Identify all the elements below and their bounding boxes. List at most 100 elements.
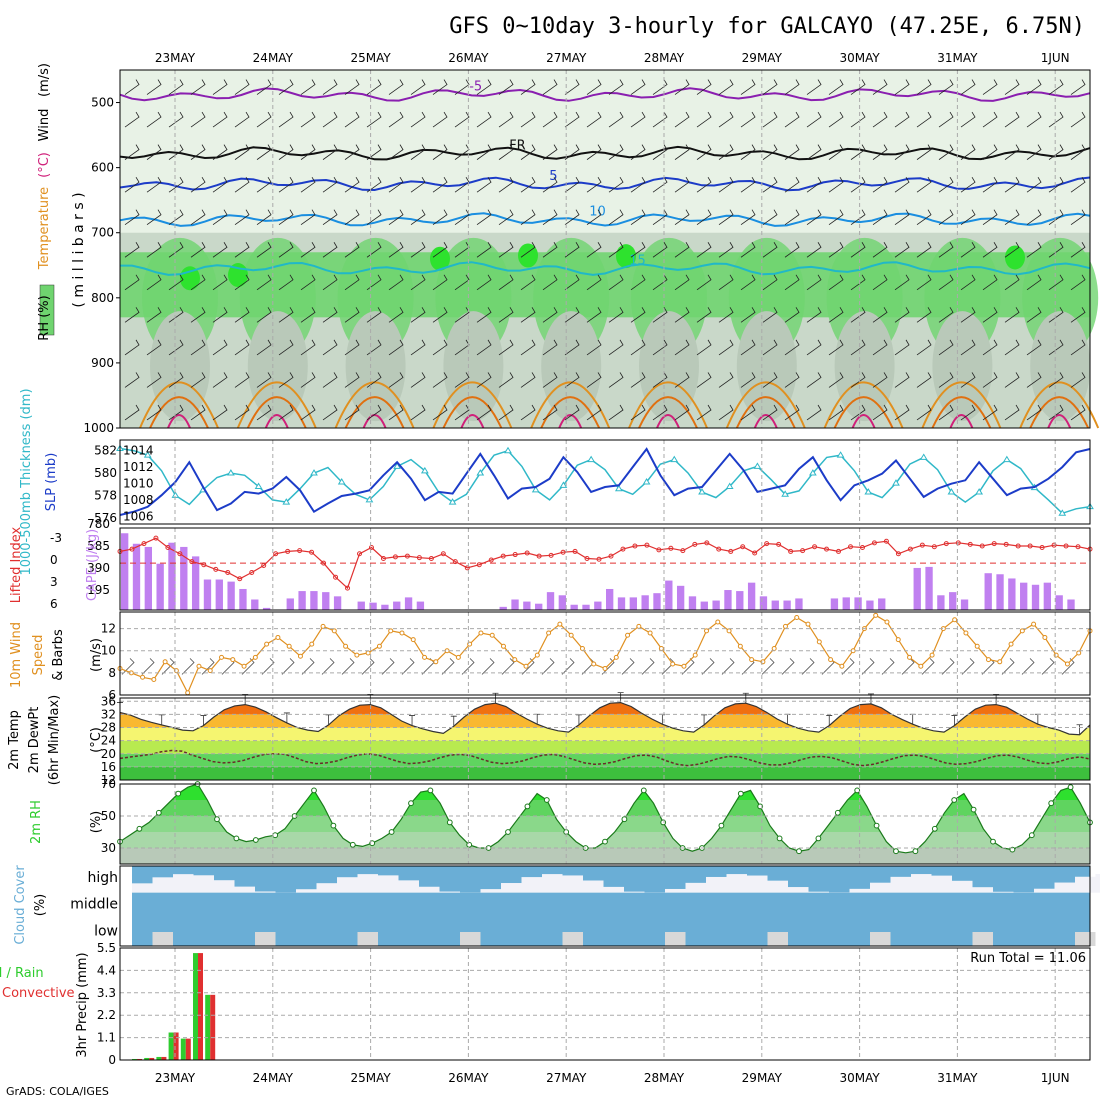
thickness-point [282, 498, 291, 505]
wind-speed-point [388, 628, 394, 634]
wind-speed-point [726, 628, 732, 634]
wind-barb [960, 79, 976, 95]
high-cloud-gap [255, 891, 276, 893]
thickness-point [975, 488, 984, 495]
wind-barb [234, 274, 250, 291]
wind-panel-label-2: Speed [31, 635, 46, 676]
temp-minmax-bar [200, 715, 207, 726]
wind-barb [1048, 274, 1064, 291]
wind-speed-point [523, 663, 529, 669]
isotherm-label: -5 [469, 80, 482, 95]
wind-speed-point [929, 652, 935, 658]
surface-isotherm-arc-inner [833, 396, 894, 429]
lifted-index-point [584, 555, 590, 561]
wind-speed-point [907, 654, 913, 660]
temp-band [120, 727, 1090, 741]
cape-bar [132, 543, 141, 610]
lifted-index-point [285, 548, 291, 554]
cape-bar [262, 607, 271, 610]
wind-speed-point [433, 659, 439, 665]
wind-barb [762, 404, 778, 421]
wind-barb [454, 144, 470, 160]
wind-barb [366, 307, 382, 323]
wind-barb [1070, 274, 1086, 291]
temp-tick: 24 [101, 734, 116, 748]
surface-wind-barb [881, 658, 895, 675]
wind-barb [344, 79, 360, 95]
surface-wind-barb [181, 658, 195, 675]
wind-barb [256, 111, 272, 128]
wind-barb [542, 339, 558, 356]
wind-barb [696, 79, 712, 95]
wind-barb [938, 404, 954, 421]
rh-point [893, 848, 899, 855]
wind-speed-point [873, 612, 879, 618]
wind-barb [564, 307, 580, 323]
thickness-point [864, 488, 873, 495]
date-label-bottom: 23MAY [155, 1071, 196, 1085]
rh-point [912, 848, 919, 855]
cape-bar [1020, 582, 1028, 610]
wind-barb [1004, 339, 1020, 356]
wind-barb [168, 339, 184, 356]
wind-barb [190, 144, 206, 160]
wind-barb [542, 176, 558, 193]
wind-barb [850, 307, 866, 323]
wind-barb [784, 111, 800, 128]
wind-barb [476, 242, 492, 258]
high-cloud-gap [357, 874, 378, 893]
wind-speed-point [782, 623, 788, 629]
wind-barb [1004, 209, 1020, 226]
wind-barb [256, 274, 272, 291]
wind-barb [762, 372, 778, 388]
rh-point [990, 838, 996, 845]
wind-barb [300, 339, 316, 356]
wind-speed-point [963, 630, 969, 636]
wind-barb [982, 339, 998, 356]
wind-barb [1048, 144, 1064, 160]
temp-band [120, 740, 1090, 754]
wind-barb [476, 79, 492, 95]
lifted-index-point [488, 557, 494, 563]
date-label-top: 24MAY [253, 51, 294, 65]
slp-line [119, 447, 1091, 516]
surface-wind-barb [381, 658, 395, 675]
wind-barb [784, 372, 800, 388]
surface-isotherm-arc [139, 381, 219, 429]
wind-barb [960, 339, 976, 356]
high-cloud-gap [952, 880, 973, 893]
cape-bar [688, 596, 697, 610]
wind-speed-point [343, 643, 349, 649]
temp-band [120, 702, 1090, 715]
wind-barb [454, 339, 470, 356]
cape-bar [298, 591, 306, 610]
wind-barb [1070, 307, 1086, 323]
date-label-top: 25MAY [350, 51, 391, 65]
temp-band [120, 714, 1090, 728]
lifted-index-point [967, 541, 973, 547]
low-cloud-gap [562, 932, 583, 946]
wind-speed-point [140, 674, 146, 680]
wind-barb [1004, 144, 1020, 160]
rh-point [175, 790, 182, 797]
lifted-index-point [764, 541, 770, 547]
surface-hot-arc [656, 414, 680, 429]
wind-barb [1048, 307, 1064, 323]
high-cloud-gap [665, 888, 686, 893]
wind-barb [784, 242, 800, 258]
wind-barb [278, 176, 294, 193]
wind-barb [366, 339, 382, 356]
wind-barb [982, 111, 998, 128]
low-cloud-gap [1075, 932, 1096, 946]
wind-barb [608, 242, 624, 258]
cloud-panel-label: Cloud Cover [13, 865, 28, 945]
thickness-point [1002, 455, 1011, 463]
surface-wind-barb [321, 658, 335, 675]
thickness-point [476, 469, 485, 476]
wind-barb [828, 79, 844, 95]
wind-barb [696, 339, 712, 356]
wind-barb [872, 79, 888, 95]
surface-wind-barb [161, 658, 175, 675]
isotherm-FR [119, 145, 1091, 161]
wind-barb [586, 372, 602, 388]
